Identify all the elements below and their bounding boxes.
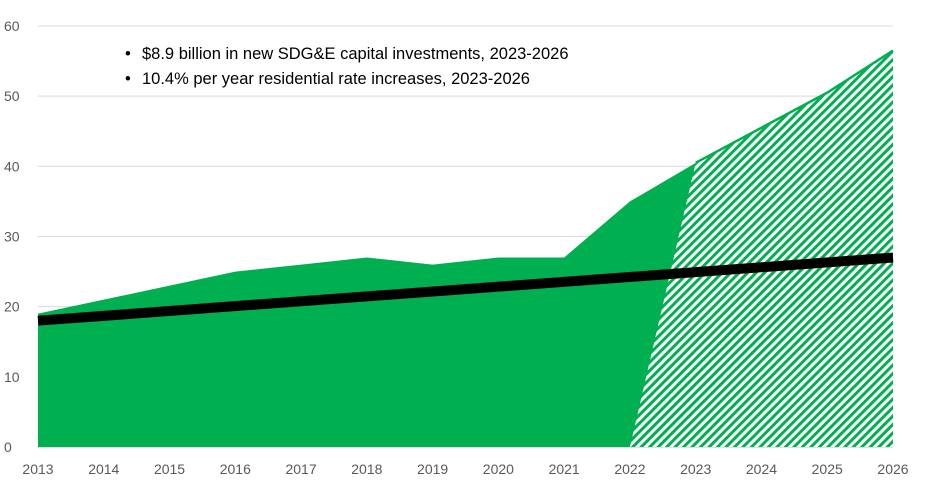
y-tick-label: 10: [4, 369, 20, 385]
x-tick-label: 2024: [746, 461, 777, 477]
x-axis: 2013 2014 2015 2016 2017 2018 2019 2020 2021 2022…: [22, 461, 908, 477]
x-tick-label: 2014: [88, 461, 119, 477]
y-tick-label: 50: [4, 88, 20, 104]
x-tick-label: 2018: [351, 461, 382, 477]
y-tick-label: 0: [4, 439, 12, 455]
annotation-box: • $8.9 billion in new SDG&E capital inves…: [125, 45, 569, 88]
x-tick-label: 2020: [483, 461, 514, 477]
trend-line-series: [37, 252, 894, 326]
x-tick-label: 2015: [154, 461, 185, 477]
x-tick-label: 2017: [285, 461, 316, 477]
y-tick-label: 30: [4, 229, 20, 245]
annotation-bullet: •: [125, 45, 131, 63]
y-tick-label: 40: [4, 158, 20, 174]
x-tick-label: 2022: [614, 461, 645, 477]
area-series: [38, 49, 894, 447]
x-tick-label: 2023: [680, 461, 711, 477]
hatched-area: [629, 50, 893, 447]
y-tick-label: 20: [4, 299, 20, 315]
x-tick-label: 2026: [877, 461, 908, 477]
annotation-bullet: •: [125, 70, 131, 88]
annotation-text: 10.4% per year residential rate increase…: [142, 70, 530, 88]
y-tick-label: 60: [4, 18, 20, 34]
annotation-text: $8.9 billion in new SDG&E capital invest…: [142, 45, 569, 63]
x-tick-label: 2025: [812, 461, 843, 477]
trend-line: [37, 252, 894, 326]
x-tick-label: 2016: [220, 461, 251, 477]
x-tick-label: 2021: [549, 461, 580, 477]
x-tick-label: 2013: [22, 461, 53, 477]
y-axis: 0 10 20 30 40 50 60: [4, 18, 20, 455]
hatched-area-edge: [695, 49, 894, 164]
x-tick-label: 2019: [417, 461, 448, 477]
